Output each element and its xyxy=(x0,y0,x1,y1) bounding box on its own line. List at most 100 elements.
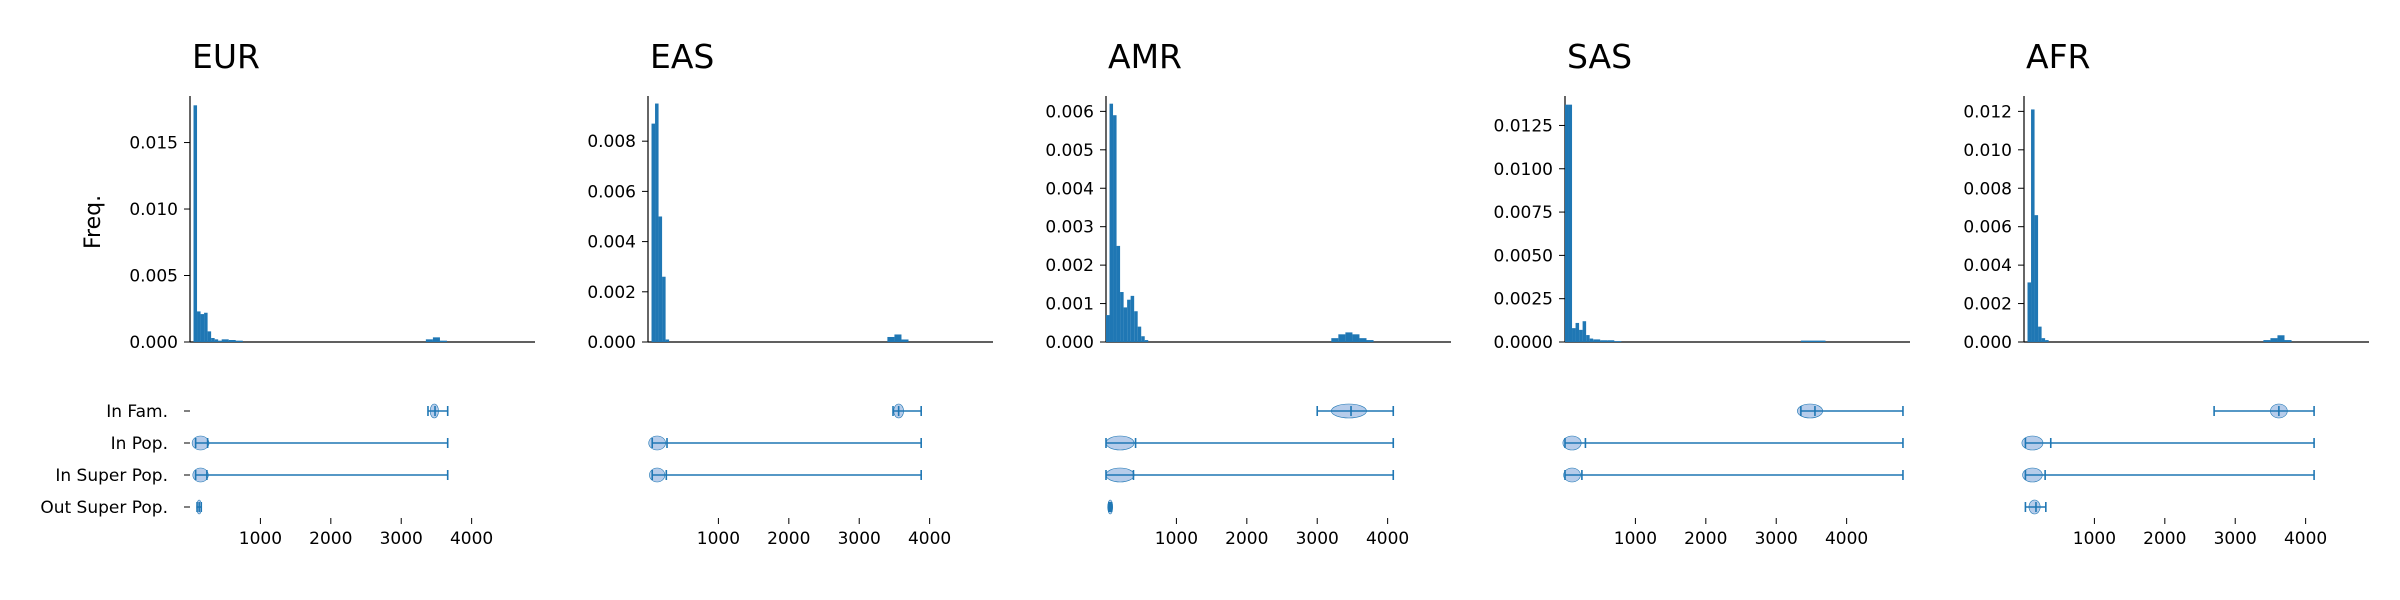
histogram-bar xyxy=(1345,332,1353,342)
x-tick-label: 1000 xyxy=(1155,529,1198,549)
y-tick-label: 0.0050 xyxy=(1494,246,1553,266)
violin-in-super-pop xyxy=(192,467,449,483)
y-tick-label: 0.006 xyxy=(587,182,636,202)
histogram-bar xyxy=(2041,338,2046,342)
histogram-bar xyxy=(665,339,670,342)
x-tick-label: 1000 xyxy=(1614,529,1657,549)
histogram-bar xyxy=(887,336,895,342)
x-tick-label: 2000 xyxy=(1225,529,1268,549)
y-tick-label: 0.006 xyxy=(1963,218,2012,238)
x-tick-label: 3000 xyxy=(2214,529,2257,549)
violin-in-fam xyxy=(427,403,449,419)
violin-in-pop xyxy=(191,435,449,451)
violin-out-super-pop xyxy=(2024,499,2047,515)
histogram-bar xyxy=(197,311,201,342)
panel-sas: SAS 0.0000 0.0025 0.0050 0.0075 0.0100 0.0125 1… xyxy=(1494,37,1910,549)
y-tick-label: 0.010 xyxy=(1963,141,2012,161)
panel-title: AFR xyxy=(2026,37,2091,76)
y-tick-label: 0.005 xyxy=(1045,141,1094,161)
y-tick-label: 0.006 xyxy=(1045,102,1094,122)
x-tick-label: 3000 xyxy=(380,529,423,549)
histogram-bar xyxy=(221,339,229,342)
histogram-bar xyxy=(2284,340,2292,342)
histogram-bar xyxy=(1575,322,1580,342)
histogram-bar xyxy=(1800,340,1826,342)
histogram-bar xyxy=(235,340,243,342)
histogram-bar xyxy=(211,338,215,342)
histogram-bar xyxy=(200,314,205,342)
violin-out-super-pop xyxy=(1107,499,1114,515)
violin-in-pop xyxy=(648,435,922,451)
panel-title: AMR xyxy=(1108,37,1182,76)
histogram-bar xyxy=(1106,315,1110,342)
histogram-bar xyxy=(2263,340,2271,342)
panel-afr: AFR 0.000 0.002 0.004 0.006 0.008 0.010 0.012 10… xyxy=(1963,37,2369,549)
histogram-bar xyxy=(1116,245,1121,342)
histogram-bar xyxy=(1579,329,1583,342)
histogram-bar xyxy=(1366,340,1374,342)
y-tick-label: 0.005 xyxy=(129,267,178,287)
histogram-bar xyxy=(1123,307,1128,342)
histogram-bar xyxy=(1593,339,1601,342)
histogram-bar xyxy=(1134,311,1138,342)
histogram-bar xyxy=(1586,335,1590,342)
histogram-bar xyxy=(2027,282,2032,342)
histogram-bar xyxy=(1331,338,1339,342)
x-tick-label: 2000 xyxy=(767,529,810,549)
y-axis-label: Freq. xyxy=(81,195,106,249)
histogram-bar xyxy=(432,337,440,342)
panel-eur: EUR 0.000 0.005 0.010 0.015 In Fam. In Pop. In … xyxy=(40,37,535,549)
x-tick-label: 2000 xyxy=(2143,529,2186,549)
histogram-bar xyxy=(651,123,656,342)
x-tick-label: 1000 xyxy=(697,529,740,549)
y-tick-label: 0.004 xyxy=(1963,256,2012,276)
violin-in-super-pop xyxy=(1563,467,1904,483)
histogram-bar xyxy=(1338,334,1346,342)
x-tick-label: 1000 xyxy=(2073,529,2116,549)
histogram-bar xyxy=(2034,215,2039,342)
y-tick-label: 0.008 xyxy=(1963,179,2012,199)
x-tick-label: 3000 xyxy=(1296,529,1339,549)
histogram-bar xyxy=(1141,336,1145,342)
histogram-bar xyxy=(894,334,902,342)
x-tick-label: 1000 xyxy=(239,529,282,549)
histogram-bar xyxy=(655,103,659,342)
y-tick-label: 0.015 xyxy=(129,134,178,154)
panels: EUR 0.000 0.005 0.010 0.015 In Fam. In Pop. In … xyxy=(40,37,2369,549)
histogram-bar xyxy=(1589,338,1594,342)
histogram-bar xyxy=(1127,299,1131,342)
histogram-bar xyxy=(1614,341,1622,342)
histogram-bar xyxy=(2045,340,2049,342)
x-tick-label: 4000 xyxy=(450,529,493,549)
category-label: In Super Pop. xyxy=(55,466,168,486)
histogram-bar xyxy=(658,216,663,342)
y-tick-label: 0.008 xyxy=(587,132,636,152)
histogram-bar xyxy=(425,339,433,342)
histogram-bar xyxy=(2270,338,2278,342)
x-tick-label: 3000 xyxy=(838,529,881,549)
panel-title: EUR xyxy=(192,37,260,76)
violin-in-pop xyxy=(1105,435,1395,451)
histogram-bar xyxy=(204,312,208,342)
y-tick-label: 0.010 xyxy=(129,200,178,220)
violin-in-fam xyxy=(892,403,922,419)
histogram-bar xyxy=(1582,321,1587,342)
x-tick-label: 2000 xyxy=(309,529,352,549)
histogram-bar xyxy=(214,339,219,342)
histogram-bar xyxy=(2031,109,2035,342)
histogram-bar xyxy=(207,331,212,342)
histogram-bar xyxy=(1359,338,1367,342)
histogram-bar xyxy=(1113,115,1117,342)
category-label: Out Super Pop. xyxy=(40,498,168,518)
histogram-bar xyxy=(1600,340,1608,342)
category-label: In Pop. xyxy=(111,434,168,454)
category-label: In Fam. xyxy=(106,402,168,422)
histogram-bar xyxy=(2038,326,2042,342)
x-tick-label: 4000 xyxy=(2284,529,2327,549)
y-tick-label: 0.004 xyxy=(1045,179,1094,199)
histogram-bar xyxy=(1572,328,1576,342)
x-tick-label: 4000 xyxy=(908,529,951,549)
histogram-bar xyxy=(1352,334,1360,342)
y-tick-label: 0.0025 xyxy=(1494,290,1553,310)
